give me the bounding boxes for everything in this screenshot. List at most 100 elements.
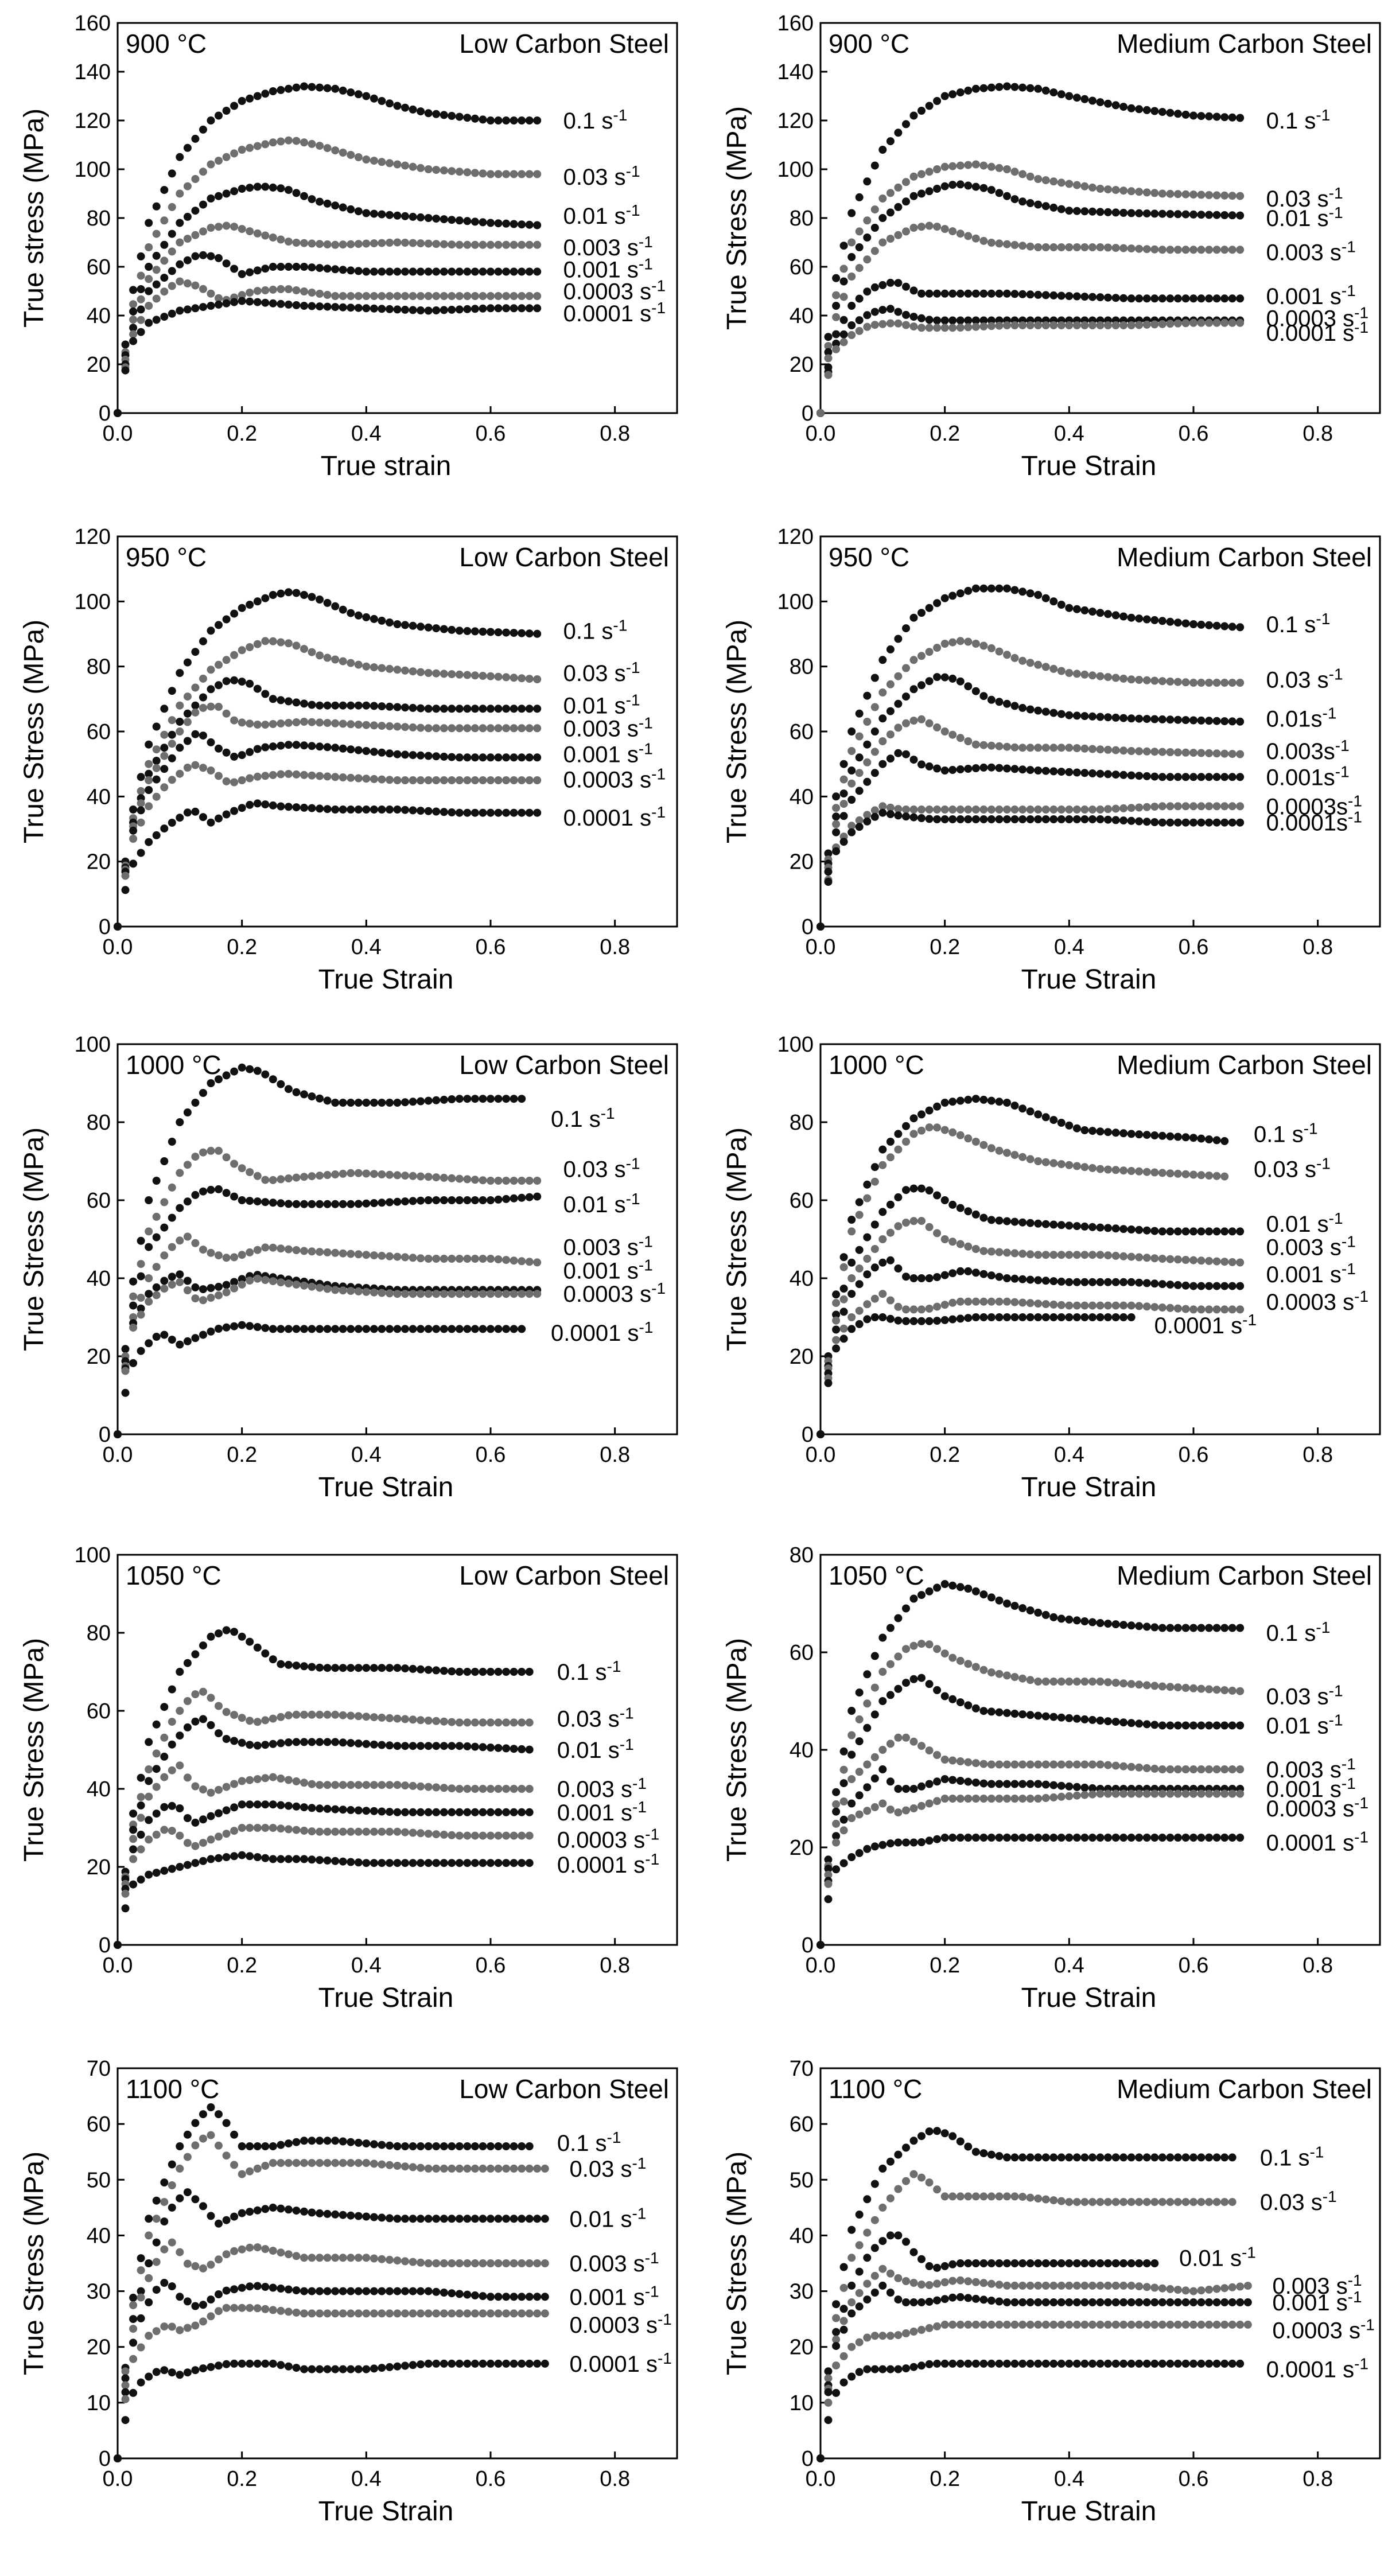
data-point — [300, 2287, 308, 2295]
data-point — [1212, 1257, 1221, 1266]
data-point — [902, 2298, 910, 2306]
data-point — [863, 718, 872, 726]
data-point — [401, 2142, 409, 2150]
data-point — [1119, 612, 1128, 621]
data-point — [152, 1783, 161, 1791]
data-point — [1088, 1834, 1097, 1842]
data-point — [494, 2215, 503, 2223]
data-point — [1080, 2153, 1089, 2162]
series-label: 0.003s-1 — [1266, 737, 1350, 764]
data-point — [207, 1694, 215, 1702]
data-point — [948, 1098, 957, 1106]
data-point — [1003, 1600, 1011, 1608]
series-0_01 — [816, 180, 1245, 417]
data-point — [440, 1808, 448, 1816]
data-point — [354, 2212, 363, 2220]
data-point — [463, 2142, 472, 2150]
data-point — [1142, 715, 1151, 723]
data-point — [463, 1668, 472, 1676]
data-point — [1135, 1763, 1144, 1772]
data-point — [925, 1223, 934, 1231]
data-point — [933, 1273, 942, 1281]
series-0_003 — [816, 221, 1245, 417]
data-point — [1158, 1624, 1167, 1632]
data-point — [191, 1239, 200, 1247]
data-point — [1104, 2198, 1112, 2207]
data-point — [440, 1784, 448, 1792]
data-point — [987, 1795, 996, 1803]
data-point — [1173, 190, 1182, 199]
data-point — [541, 2293, 549, 2301]
data-point — [1010, 2192, 1019, 2201]
data-point — [347, 1250, 355, 1258]
data-point — [948, 1128, 957, 1137]
series-label: 0.001 s-1 — [1266, 282, 1356, 309]
data-point — [354, 207, 363, 216]
data-point — [323, 2209, 332, 2218]
data-point — [207, 1835, 215, 1844]
data-point — [261, 90, 270, 98]
data-point — [393, 1664, 402, 1672]
data-point — [292, 1246, 301, 1254]
data-point — [1212, 1227, 1221, 1236]
data-point — [870, 2216, 879, 2224]
data-point — [191, 1818, 200, 1827]
data-point — [1057, 1834, 1066, 1842]
data-point — [1158, 2359, 1167, 2368]
data-point — [494, 1668, 503, 1676]
data-point — [277, 2141, 285, 2149]
data-point — [1212, 294, 1221, 303]
data-point — [176, 769, 184, 778]
data-point — [971, 1210, 980, 1219]
series-label: 0.003 s-1 — [563, 714, 653, 741]
data-point — [160, 274, 169, 282]
data-point — [378, 722, 386, 730]
data-point — [199, 764, 207, 772]
data-point — [824, 371, 833, 379]
data-point — [956, 324, 965, 332]
data-point — [902, 321, 910, 329]
data-point — [455, 292, 464, 300]
data-point — [1041, 1277, 1050, 1285]
data-point — [979, 2295, 988, 2304]
data-point — [137, 1304, 145, 1313]
data-point — [1173, 1227, 1182, 1236]
y-tick-label: 100 — [75, 1543, 111, 1567]
data-point — [471, 776, 479, 784]
data-point — [471, 1176, 479, 1184]
data-point — [1080, 769, 1089, 777]
data-point — [323, 1804, 332, 1813]
data-point — [902, 806, 910, 814]
data-point — [1049, 2320, 1058, 2329]
series-label: 0.001 s-1 — [563, 740, 653, 768]
data-point — [987, 806, 996, 814]
data-point — [323, 1171, 332, 1179]
data-point — [432, 1325, 441, 1333]
data-point — [948, 2293, 957, 2302]
data-point — [839, 1815, 848, 1824]
data-point — [1088, 2281, 1097, 2290]
data-point — [1111, 2320, 1120, 2329]
series-0_0003 — [114, 277, 542, 417]
data-point — [878, 1840, 887, 1849]
data-point — [207, 302, 215, 310]
data-point — [1228, 802, 1237, 811]
data-point — [308, 771, 316, 780]
y-tick-label: 40 — [87, 1267, 111, 1291]
data-point — [824, 2398, 833, 2407]
data-point — [471, 671, 479, 680]
data-point — [284, 719, 293, 727]
data-point — [886, 1624, 895, 1632]
data-point — [424, 705, 433, 713]
data-point — [855, 227, 864, 236]
data-point — [1127, 321, 1136, 329]
data-point — [502, 1095, 511, 1103]
data-point — [362, 1664, 371, 1672]
data-point — [1127, 1789, 1136, 1798]
x-tick-label: 0.4 — [351, 1443, 382, 1467]
data-point — [440, 1173, 448, 1182]
data-point — [440, 2215, 448, 2223]
data-point — [137, 1347, 145, 1355]
data-point — [370, 2159, 378, 2168]
data-point — [183, 658, 192, 667]
